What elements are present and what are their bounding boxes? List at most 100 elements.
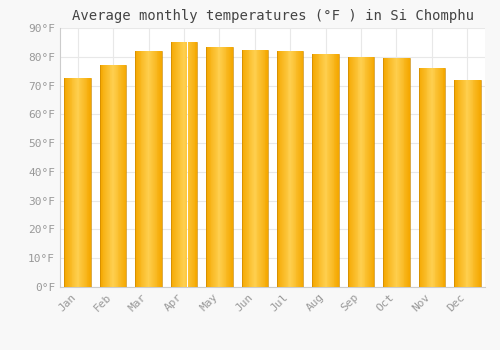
- Bar: [138, 51, 139, 287]
- Bar: [143, 51, 144, 287]
- Bar: [81, 78, 82, 287]
- Bar: [144, 51, 145, 287]
- Bar: [400, 58, 401, 287]
- Bar: [312, 54, 313, 287]
- Bar: [390, 58, 391, 287]
- Bar: [420, 68, 421, 287]
- Bar: [113, 65, 114, 287]
- Bar: [407, 58, 408, 287]
- Bar: [361, 57, 362, 287]
- Bar: [331, 54, 332, 287]
- Bar: [106, 65, 107, 287]
- Bar: [286, 51, 288, 287]
- Bar: [423, 68, 424, 287]
- Bar: [353, 57, 354, 287]
- Bar: [207, 47, 208, 287]
- Bar: [278, 51, 280, 287]
- Bar: [154, 51, 156, 287]
- Bar: [431, 68, 432, 287]
- Bar: [280, 51, 281, 287]
- Bar: [266, 50, 267, 287]
- Bar: [366, 57, 367, 287]
- Bar: [230, 47, 231, 287]
- Bar: [170, 42, 172, 287]
- Bar: [124, 65, 126, 287]
- Bar: [463, 80, 464, 287]
- Bar: [182, 42, 183, 287]
- Bar: [193, 42, 194, 287]
- Bar: [432, 68, 433, 287]
- Bar: [421, 68, 422, 287]
- Bar: [264, 50, 266, 287]
- Bar: [298, 51, 299, 287]
- Bar: [318, 54, 320, 287]
- Bar: [472, 80, 474, 287]
- Bar: [316, 54, 317, 287]
- Bar: [77, 78, 78, 287]
- Bar: [301, 51, 302, 287]
- Bar: [158, 51, 159, 287]
- Bar: [216, 47, 218, 287]
- Bar: [383, 58, 384, 287]
- Bar: [293, 51, 294, 287]
- Bar: [116, 65, 117, 287]
- Bar: [224, 47, 226, 287]
- Bar: [118, 65, 120, 287]
- Bar: [384, 58, 385, 287]
- Bar: [80, 78, 81, 287]
- Bar: [174, 42, 175, 287]
- Bar: [139, 51, 140, 287]
- Bar: [430, 68, 431, 287]
- Bar: [372, 57, 374, 287]
- Bar: [426, 68, 428, 287]
- Bar: [466, 80, 468, 287]
- Bar: [292, 51, 293, 287]
- Bar: [255, 50, 256, 287]
- Bar: [252, 50, 253, 287]
- Bar: [433, 68, 434, 287]
- Bar: [64, 78, 66, 287]
- Bar: [285, 51, 286, 287]
- Bar: [196, 42, 197, 287]
- Bar: [245, 50, 246, 287]
- Bar: [185, 42, 186, 287]
- Bar: [228, 47, 229, 287]
- Bar: [254, 50, 255, 287]
- Bar: [422, 68, 423, 287]
- Bar: [350, 57, 352, 287]
- Bar: [313, 54, 314, 287]
- Bar: [82, 78, 83, 287]
- Bar: [214, 47, 215, 287]
- Bar: [334, 54, 336, 287]
- Bar: [69, 78, 70, 287]
- Bar: [213, 47, 214, 287]
- Bar: [176, 42, 177, 287]
- Bar: [385, 58, 386, 287]
- Bar: [392, 58, 393, 287]
- Bar: [391, 58, 392, 287]
- Bar: [100, 65, 102, 287]
- Bar: [150, 51, 151, 287]
- Bar: [147, 51, 148, 287]
- Bar: [336, 54, 337, 287]
- Bar: [354, 57, 355, 287]
- Bar: [436, 68, 437, 287]
- Bar: [424, 68, 425, 287]
- Bar: [190, 42, 191, 287]
- Bar: [250, 50, 252, 287]
- Bar: [175, 42, 176, 287]
- Bar: [253, 50, 254, 287]
- Bar: [464, 80, 466, 287]
- Bar: [115, 65, 116, 287]
- Bar: [183, 42, 184, 287]
- Bar: [161, 51, 162, 287]
- Bar: [90, 78, 91, 287]
- Bar: [156, 51, 158, 287]
- Bar: [177, 42, 178, 287]
- Bar: [439, 68, 440, 287]
- Bar: [140, 51, 141, 287]
- Bar: [282, 51, 283, 287]
- Bar: [153, 51, 154, 287]
- Bar: [283, 51, 284, 287]
- Bar: [215, 47, 216, 287]
